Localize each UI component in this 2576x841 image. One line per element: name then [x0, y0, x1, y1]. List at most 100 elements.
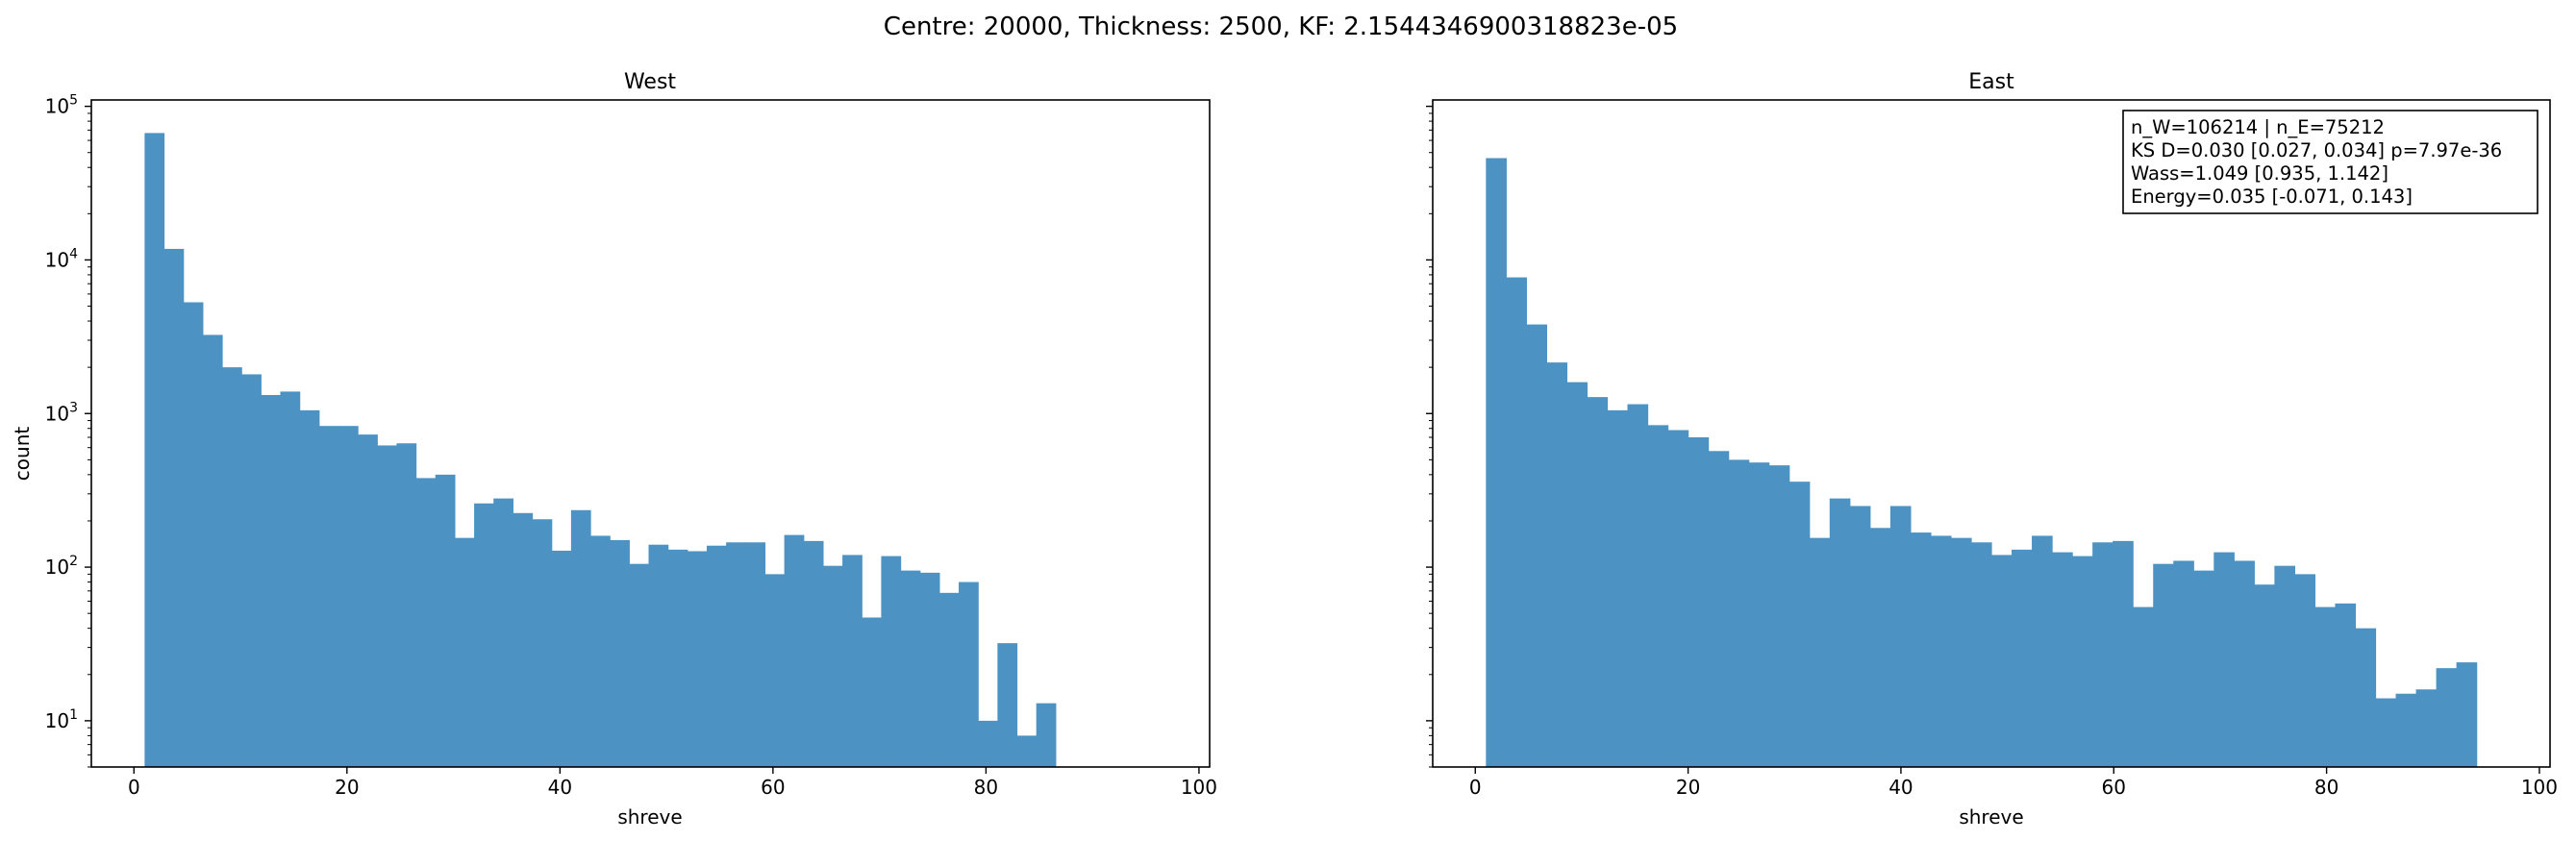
histogram-bar — [570, 509, 591, 767]
histogram-bar — [1708, 451, 1730, 767]
x-tick-label: 20 — [335, 776, 359, 799]
stats-line-energy: Energy=0.035 [-0.071, 0.143] — [2131, 186, 2413, 208]
histogram-bar — [1587, 397, 1609, 767]
histogram-bar — [1647, 425, 1669, 767]
histogram-bar — [2294, 574, 2316, 767]
histogram-bar — [938, 592, 960, 767]
histogram-bar — [1991, 555, 2013, 767]
histogram-bar — [2032, 535, 2053, 767]
histogram-bar — [610, 539, 630, 767]
histogram-bar — [454, 537, 475, 767]
x-tick-label: 0 — [1469, 776, 1482, 799]
histogram-bar — [2274, 565, 2295, 767]
y-tick-label: 102 — [45, 554, 78, 579]
histogram-bar — [764, 574, 786, 767]
histogram-bar — [493, 498, 513, 767]
histogram-bar — [2415, 689, 2438, 767]
histogram-bar — [202, 334, 223, 767]
histogram-bar — [706, 545, 727, 767]
x-tick-label: 100 — [2521, 776, 2558, 799]
histogram-bar — [687, 551, 708, 767]
histogram-bar — [299, 409, 320, 767]
east-panel: East 0 20 40 60 80 100 shreve n_W=106214 | n_… — [1426, 70, 2558, 829]
x-tick-label: 80 — [2314, 776, 2338, 799]
east-stats-box-frame — [2122, 110, 2538, 214]
histogram-bar — [1036, 703, 1057, 767]
x-tick-label: 40 — [1888, 776, 1913, 799]
histogram-bar — [2375, 698, 2397, 767]
histogram-bar — [1506, 277, 1527, 767]
histogram-bar — [822, 565, 843, 767]
east-x-ticks: 0 20 40 60 80 100 — [1469, 767, 2558, 799]
histogram-bar — [1486, 158, 1507, 767]
histogram-bar — [726, 542, 746, 767]
west-histogram-bars — [144, 133, 1057, 767]
histogram-bar — [1728, 459, 1750, 767]
histogram-bar — [2254, 584, 2275, 767]
histogram-bar — [318, 426, 339, 767]
histogram-bar — [2436, 668, 2458, 767]
histogram-bar — [163, 248, 185, 767]
histogram-bar — [551, 550, 572, 767]
histogram-bar — [222, 367, 242, 767]
histogram-bar — [2395, 693, 2417, 767]
histogram-bar — [2314, 606, 2337, 767]
histogram-bar — [959, 581, 979, 767]
histogram-bar — [2133, 606, 2154, 767]
histogram-bar — [1788, 482, 1811, 767]
histogram-bar — [1768, 465, 1790, 767]
histogram-bar — [1930, 535, 1952, 767]
histogram-bar — [280, 391, 301, 767]
histogram-bar — [2153, 563, 2174, 767]
histogram-bar — [667, 549, 688, 767]
histogram-bar — [1889, 506, 1912, 767]
histogram-bar — [900, 570, 921, 767]
west-x-ticks: 0 20 40 60 80 100 — [128, 767, 1217, 799]
histogram-bar — [532, 519, 553, 767]
histogram-bar — [338, 426, 359, 767]
histogram-bar — [261, 394, 282, 767]
x-tick-label: 60 — [2102, 776, 2126, 799]
east-histogram-bars — [1486, 158, 2478, 767]
histogram-bar — [415, 478, 437, 767]
histogram-bar — [997, 643, 1018, 767]
histogram-bar — [2456, 662, 2478, 767]
histogram-bar — [396, 443, 417, 767]
histogram-bar — [1667, 430, 1689, 767]
histogram-bar — [1950, 537, 1972, 767]
histogram-bar — [978, 720, 998, 767]
stats-line-wasserstein: Wass=1.049 [0.935, 1.142] — [2131, 162, 2388, 185]
x-tick-label: 60 — [761, 776, 785, 799]
histogram-bar — [1748, 462, 1770, 767]
east-axes-frame — [1432, 99, 2551, 768]
histogram-bar — [183, 302, 204, 767]
histogram-bar — [2335, 603, 2357, 767]
histogram-bar — [513, 512, 534, 767]
west-y-axis-label: count — [11, 427, 34, 482]
histogram-bar — [1607, 409, 1629, 767]
histogram-bar — [1688, 437, 1710, 767]
y-tick-label: 104 — [45, 246, 78, 271]
histogram-bar — [784, 534, 805, 767]
figure-suptitle: Centre: 20000, Thickness: 2500, KF: 2.15… — [884, 12, 1678, 41]
histogram-bar — [1869, 528, 1891, 767]
histogram-bar — [1566, 382, 1588, 767]
histogram-bar — [842, 555, 863, 767]
x-tick-label: 100 — [1181, 776, 1217, 799]
histogram-bar — [2072, 556, 2093, 767]
histogram-bar — [1809, 537, 1831, 767]
histogram-bar — [2234, 560, 2255, 767]
histogram-bar — [2193, 570, 2214, 767]
histogram-bar — [144, 133, 165, 767]
histogram-bar — [2173, 560, 2194, 767]
west-panel-title: West — [624, 70, 676, 94]
histogram-bar — [2012, 549, 2033, 767]
histogram-bar — [1546, 362, 1568, 767]
west-axes-frame — [90, 99, 1211, 768]
histogram-bar — [1829, 498, 1851, 767]
y-tick-label: 105 — [45, 93, 78, 118]
west-x-axis-label: shreve — [617, 805, 682, 829]
histogram-bar — [862, 617, 883, 767]
x-tick-label: 20 — [1676, 776, 1700, 799]
